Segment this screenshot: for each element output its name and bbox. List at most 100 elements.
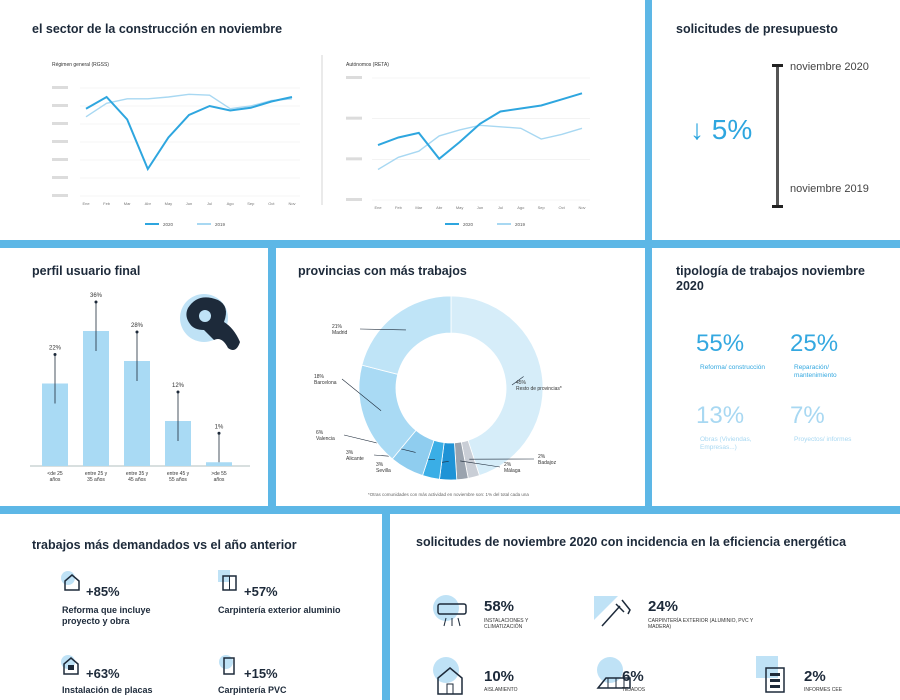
x-tick-label: Abr — [436, 205, 443, 210]
bar-category-label: entre 25 y — [85, 471, 108, 477]
house-outline-icon — [430, 656, 470, 696]
donut-leader — [341, 378, 382, 411]
provinces-panel: provincias con más trabajos 45% Resto de … — [276, 248, 645, 506]
type-label-2: Reparación/ mantenimiento — [794, 364, 837, 379]
bar-category-label: años — [50, 477, 61, 483]
profile-panel: perfil usuario final 22% <de 25 años 36% ent… — [0, 248, 268, 506]
series-line-2019 — [85, 93, 293, 118]
window-icon — [218, 570, 240, 592]
x-tick-label: May — [456, 205, 464, 210]
solar-panel-icon — [60, 654, 82, 676]
efficiency-label-3: Aislamiento — [484, 687, 518, 693]
demand-pct-4: +15% — [244, 666, 278, 681]
efficiency-pct-1: 58% — [484, 598, 515, 615]
donut-name-label: Sevilla — [376, 468, 391, 474]
provinces-footnote: *Otras comunidades con más actividad en … — [368, 492, 529, 497]
type-label-1: Reforma/ construcción — [700, 364, 766, 371]
budget-top-label: noviembre 2020 — [790, 61, 869, 73]
construction-charts: Régimen general (RGSS) Ene Feb Mar Abr May Jun… — [52, 55, 590, 227]
donut-name-label: Barcelona — [314, 380, 337, 386]
type-pct-1: 55% — [696, 330, 745, 357]
type-pct-2: 25% — [790, 330, 839, 357]
donut-name-label: Málaga — [504, 468, 521, 474]
window-tools-icon — [594, 590, 638, 634]
door-icon — [218, 654, 240, 676]
timeline-cap-top — [772, 64, 783, 67]
type-label-4: Proyectos/ informes — [794, 436, 852, 443]
donut-name-label: Badajoz — [538, 460, 557, 466]
donut-name-label: Alicante — [346, 456, 364, 462]
legend-label-2019: 2019 — [515, 222, 526, 227]
demand-label-2: Carpintería exterior aluminio — [218, 605, 341, 615]
bar-value-label: 1% — [215, 424, 224, 430]
line-chart-title-1: Régimen general (RGSS) — [52, 62, 109, 68]
x-tick-label: Mar — [124, 201, 132, 206]
y-tick-label — [52, 194, 68, 197]
x-tick-label: Nov — [288, 201, 295, 206]
x-tick-label: Nov — [578, 205, 585, 210]
efficiency-label-1: Instalaciones y climatización — [484, 618, 529, 630]
budget-panel: solicitudes de presupuesto noviembre 202… — [652, 0, 900, 240]
efficiency-label-4: Tejados — [622, 687, 646, 693]
efficiency-pct-2: 24% — [648, 598, 679, 615]
type-pct-3: 13% — [696, 402, 745, 429]
x-tick-label: Jun — [186, 201, 192, 206]
donut-pct-label: 18% — [314, 374, 325, 380]
legend-label-2020: 2020 — [163, 222, 174, 227]
demand-pct-1: +85% — [86, 584, 120, 599]
donut-name-label: Madrid — [332, 330, 348, 336]
donut-leader — [460, 460, 501, 468]
y-tick-label — [52, 122, 68, 125]
x-tick-label: Sep — [538, 205, 546, 210]
efficiency-pct-3: 10% — [484, 668, 515, 685]
bar-category-label: 45 años — [128, 477, 146, 483]
x-tick-label: May — [165, 201, 173, 206]
x-tick-label: Oct — [558, 205, 565, 210]
bar-pointer-dot — [176, 390, 180, 394]
donut-pct-label: 6% — [316, 430, 324, 436]
y-tick-label — [346, 157, 362, 161]
bar-pointer-dot — [135, 330, 139, 334]
x-tick-label: Ago — [517, 205, 525, 210]
donut-pct-label: 2% — [504, 462, 512, 468]
construction-title: el sector de la construcción en noviembr… — [32, 22, 283, 36]
x-tick-label: Abr — [145, 201, 152, 206]
series-line-2019 — [377, 124, 583, 171]
efficiency-label-5: Informes CEE — [804, 687, 843, 693]
efficiency-pct-5: 2% — [804, 668, 826, 685]
x-tick-label: Feb — [103, 201, 111, 206]
provinces-donut-chart: 45%Resto de provincias*2%Badajoz2%Málaga… — [314, 295, 562, 481]
user-avatar-icon — [178, 288, 246, 358]
timeline-cap-bottom — [772, 205, 783, 208]
bar-value-label: 36% — [90, 293, 103, 299]
donut-pct-label: 45% — [516, 380, 527, 386]
x-tick-label: Ago — [227, 201, 235, 206]
bar-2 — [83, 331, 109, 466]
x-tick-label: Jul — [498, 205, 503, 210]
series-line-2020 — [377, 92, 583, 161]
y-tick-label — [346, 198, 362, 201]
legend-label-2020: 2020 — [463, 222, 474, 227]
donut-leader — [359, 328, 406, 331]
type-pct-4: 7% — [790, 402, 825, 429]
donut-pct-label: 3% — [376, 462, 384, 468]
y-tick-label — [52, 86, 68, 89]
x-tick-label: Mar — [415, 205, 423, 210]
bar-pointer-dot — [53, 353, 57, 356]
demand-panel: trabajos más demandados vs el año anteri… — [0, 514, 382, 700]
bar-category-label: 35 años — [87, 477, 105, 483]
bar-category-label: entre 35 y — [126, 471, 149, 477]
donut-pct-label: 3% — [346, 450, 354, 456]
donut-leader — [511, 376, 524, 386]
budget-title: solicitudes de presupuesto — [676, 22, 838, 36]
y-tick-label — [52, 140, 68, 143]
efficiency-title: solicitudes de noviembre 2020 con incide… — [416, 535, 847, 549]
types-title: tipología de trabajos noviembre 2020 — [676, 264, 865, 293]
construction-panel: el sector de la construcción en noviembr… — [0, 0, 645, 240]
demand-label-3: Instalación de placas — [62, 685, 153, 695]
efficiency-panel: solicitudes de noviembre 2020 con incide… — [390, 514, 900, 700]
provinces-title: provincias con más trabajos — [298, 264, 467, 278]
profile-title: perfil usuario final — [32, 264, 141, 278]
line-chart-title-2: Autónomos (RETA) — [346, 62, 389, 68]
